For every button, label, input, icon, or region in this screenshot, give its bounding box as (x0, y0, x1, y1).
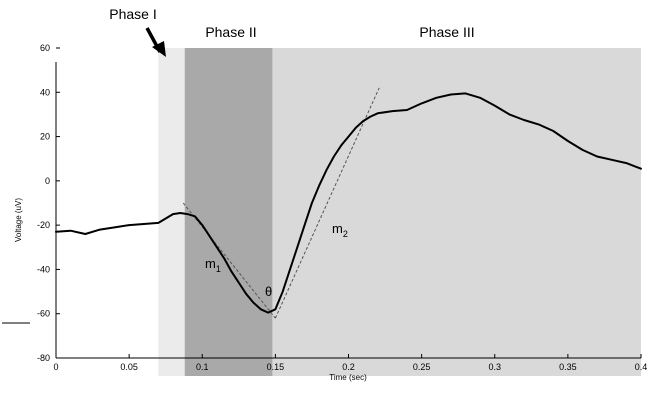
x-tick-label: 0 (53, 362, 58, 372)
x-tick-label: 0.05 (120, 362, 138, 372)
y-tick-label: 20 (40, 132, 50, 142)
y-tick-label: 0 (45, 176, 50, 186)
y-axis: 60 40 20 0 -20 -40 -60 -80 (37, 43, 60, 363)
phase-i-arrow-icon (145, 27, 166, 57)
tangent-line-m1 (182, 202, 276, 319)
tangent-line-m2 (274, 87, 380, 319)
x-axis: 0 0.05 0.1 0.15 0.2 0.25 0.3 0.35 0.4 (53, 354, 647, 372)
m1-annotation: m1 (205, 256, 221, 274)
phase-band-2 (184, 48, 273, 376)
phase-i-label: Phase I (109, 6, 156, 22)
x-tick-label: 0.15 (267, 362, 285, 372)
phase-iii-label: Phase III (419, 24, 474, 40)
x-tick-label: 0.25 (413, 362, 431, 372)
y-tick-label: -40 (37, 264, 50, 274)
phase-bands (158, 48, 641, 376)
x-tick-label: 0.4 (635, 362, 648, 372)
x-axis-title: Time (sec) (329, 373, 367, 382)
y-tick-label: 40 (40, 87, 50, 97)
y-tick-label: 60 (40, 43, 50, 53)
phase-band-1 (158, 48, 185, 376)
y-axis-title: Voltage (uV) (14, 198, 23, 242)
series-line-1 (55, 92, 642, 314)
theta-annotation: θ (265, 284, 272, 299)
x-tick-label: 0.2 (342, 362, 355, 372)
phase-ii-label: Phase II (205, 24, 256, 40)
y-tick-label: -20 (37, 220, 50, 230)
x-tick-label: 0.1 (196, 362, 209, 372)
m2-annotation: m2 (332, 221, 348, 239)
x-tick-label: 0.3 (488, 362, 501, 372)
series-group (55, 92, 642, 314)
y-tick-label: -80 (37, 353, 50, 363)
phase-band-3 (272, 48, 641, 376)
y-tick-label: -60 (37, 309, 50, 319)
tangent-lines (182, 87, 380, 319)
x-tick-label: 0.35 (559, 362, 577, 372)
